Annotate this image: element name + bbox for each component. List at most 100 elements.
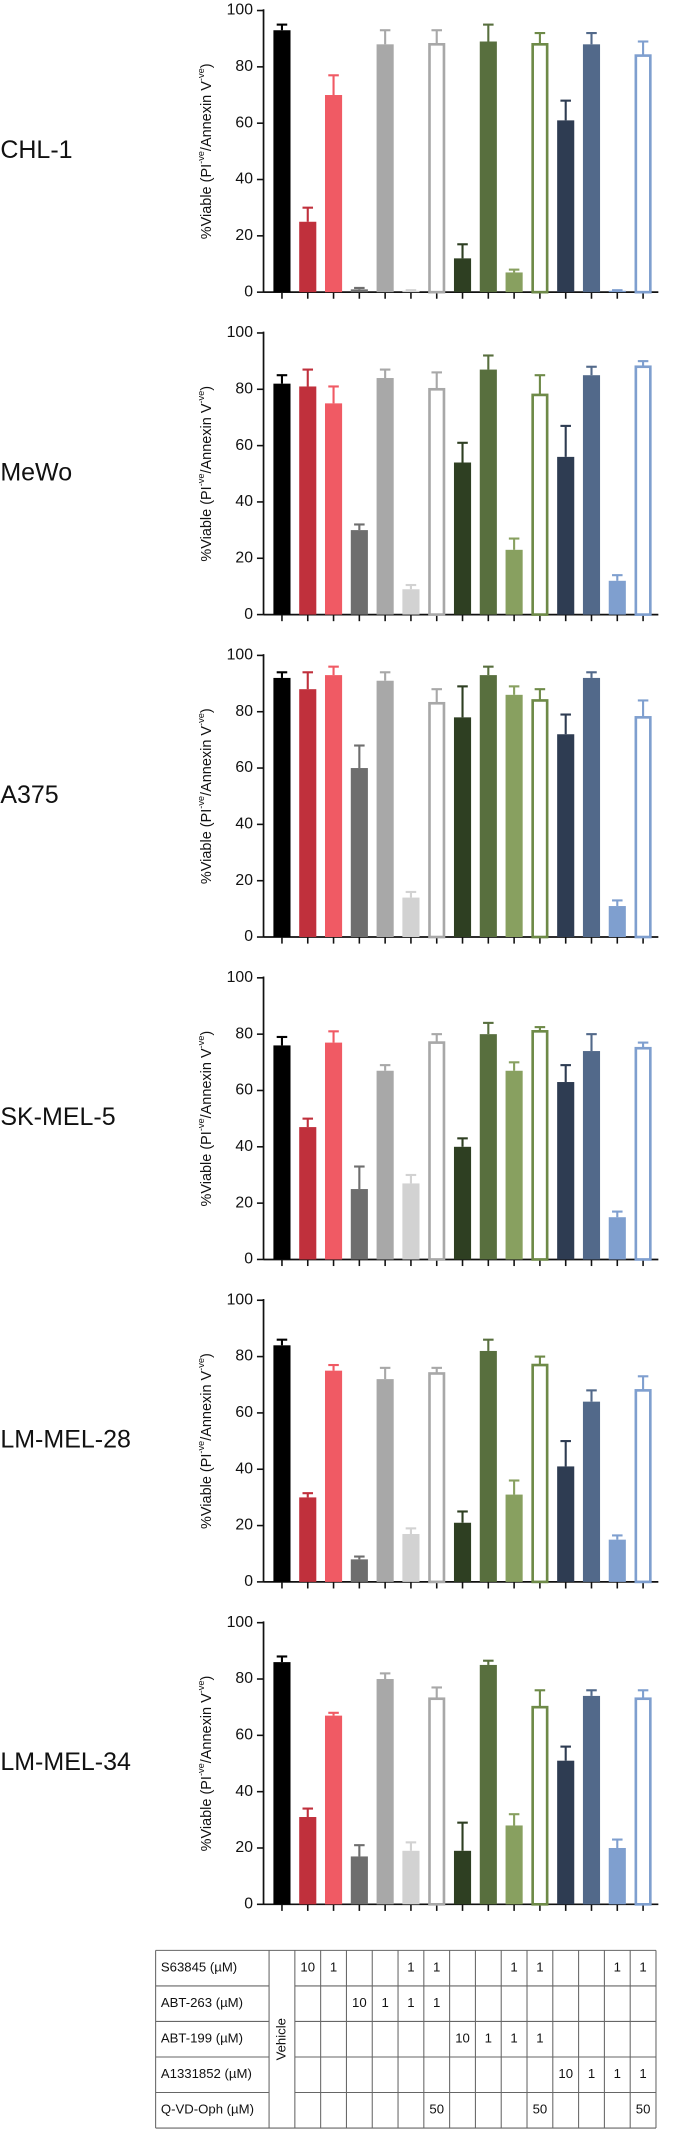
bar: [324, 1370, 343, 1582]
table-cell: 10: [300, 1960, 315, 1975]
y-tick-label: 40: [235, 1783, 253, 1800]
bar: [376, 1679, 394, 1905]
y-axis-label-part: ): [199, 1031, 215, 1036]
y-axis-label-part: /Annexin V: [199, 403, 215, 473]
bar: [505, 1070, 523, 1260]
y-axis-label-part: /Annexin V: [199, 1693, 215, 1763]
bar: [350, 289, 368, 293]
y-axis-label-part: -ve: [196, 796, 206, 809]
table-cell: 1: [330, 1960, 337, 1975]
y-tick-label: 80: [235, 1025, 253, 1042]
y-axis-label: %Viable (PI-ve/Annexin V-ve): [196, 386, 214, 562]
table-cell: 1: [614, 2066, 621, 2081]
y-axis-label-part: %Viable (PI: [199, 809, 215, 884]
bar: [324, 95, 343, 293]
table-cell: 1: [588, 2066, 595, 2081]
bar: [531, 393, 549, 616]
bar: [505, 272, 523, 293]
bar: [324, 675, 343, 938]
table-cell: 50: [636, 2102, 651, 2117]
cell-line-label: LM-MEL-28: [0, 1426, 131, 1454]
bar: [479, 1350, 497, 1582]
bar: [582, 1401, 601, 1582]
y-axis-label-part: -ve: [196, 68, 206, 81]
y-axis-label-part: /Annexin V: [199, 726, 215, 796]
bar: [479, 369, 497, 615]
y-tick-label: 80: [235, 1348, 253, 1365]
cell-line-label: A375: [0, 781, 58, 809]
row-label: S63845 (µM): [161, 1960, 237, 1975]
y-axis-label-part: /Annexin V: [199, 1048, 215, 1118]
bar: [557, 734, 575, 938]
bar: [376, 378, 394, 615]
table-cell: 1: [510, 2031, 517, 2046]
bar: [402, 1534, 420, 1582]
bar: [299, 1127, 317, 1260]
table-cell: 1: [536, 2031, 543, 2046]
bar: [582, 1051, 601, 1260]
table-cell: 50: [533, 2102, 548, 2117]
table-cell: 1: [614, 1960, 621, 1975]
y-axis-label-part: %Viable (PI: [199, 1454, 215, 1529]
bar: [273, 677, 291, 938]
bar: [505, 1494, 523, 1582]
bar: [428, 1697, 446, 1906]
bar: [299, 1497, 317, 1582]
bar: [505, 1825, 523, 1905]
y-axis-label-part: -ve: [196, 151, 206, 164]
row-label: Q-VD-Oph (µM): [161, 2102, 254, 2117]
bar: [453, 717, 472, 938]
bar: [608, 1847, 626, 1905]
bar: [350, 1189, 368, 1260]
y-axis-label-part: ): [199, 708, 215, 713]
y-tick-label: 100: [227, 324, 254, 341]
table-cell: 1: [433, 1995, 440, 2010]
y-axis-label-part: %Viable (PI: [199, 164, 215, 239]
y-tick-label: 20: [235, 1194, 253, 1211]
bar: [479, 1664, 497, 1905]
bar: [634, 1046, 652, 1261]
y-axis-label-part: -ve: [196, 1441, 206, 1454]
y-axis-label: %Viable (PI-ve/Annexin V-ve): [196, 1031, 214, 1207]
y-tick-label: 20: [235, 1517, 253, 1534]
y-axis-label-part: %Viable (PI: [199, 1776, 215, 1851]
bar: [608, 1217, 626, 1260]
table-cell: 1: [639, 2066, 646, 2081]
y-axis-label: %Viable (PI-ve/Annexin V-ve): [196, 63, 214, 239]
bar: [428, 1041, 446, 1261]
bar: [402, 897, 420, 938]
bar: [402, 290, 420, 293]
bar: [634, 1697, 652, 1906]
table-cell: 1: [407, 1995, 414, 2010]
y-tick-label: 40: [235, 1138, 253, 1155]
y-tick-label: 0: [244, 1573, 253, 1590]
bar: [299, 221, 317, 293]
bar: [350, 530, 368, 615]
y-tick-label: 40: [235, 171, 253, 188]
bar: [531, 1363, 549, 1584]
y-tick-label: 100: [227, 1614, 254, 1631]
y-axis-label-part: -ve: [196, 1680, 206, 1693]
y-axis-label: %Viable (PI-ve/Annexin V-ve): [196, 1676, 214, 1852]
bar: [453, 1850, 472, 1905]
bar: [350, 768, 368, 938]
bar: [350, 1856, 368, 1905]
y-tick-label: 60: [235, 437, 253, 454]
bar: [608, 580, 626, 615]
y-tick-label: 80: [235, 703, 253, 720]
bar: [273, 30, 291, 293]
y-tick-label: 20: [235, 1839, 253, 1856]
y-axis-label-part: -ve: [196, 1036, 206, 1049]
y-axis-label-part: -ve: [196, 713, 206, 726]
bar: [634, 365, 652, 616]
y-axis-label-part: ): [199, 386, 215, 391]
y-axis-label-part: %Viable (PI: [199, 486, 215, 561]
y-axis-label-part: -ve: [196, 1358, 206, 1371]
y-axis-label: %Viable (PI-ve/Annexin V-ve): [196, 708, 214, 884]
bar: [634, 54, 652, 294]
y-tick-label: 40: [235, 493, 253, 510]
bar: [557, 456, 575, 615]
bar: [453, 1146, 472, 1260]
